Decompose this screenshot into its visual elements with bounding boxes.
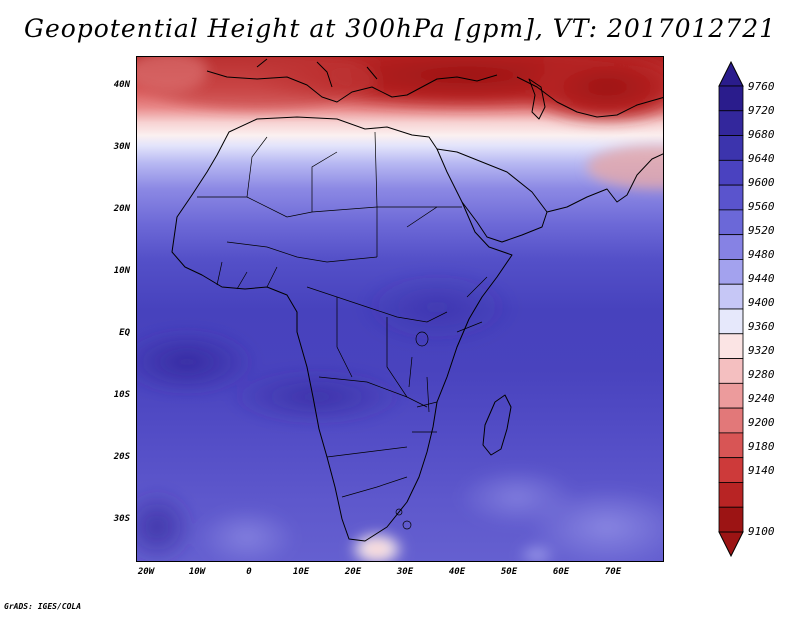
colorbar-box	[718, 184, 744, 211]
colorbar-box	[718, 407, 744, 434]
asia-coastline	[546, 153, 663, 213]
arabia-coastline	[436, 148, 548, 243]
lon-tick-label: 50E	[500, 567, 518, 577]
lon-tick-label: 10E	[292, 567, 310, 577]
colorbar-top-arrow	[718, 60, 744, 87]
colorbar-box	[718, 159, 744, 186]
colorbar-label: 9360	[748, 320, 775, 333]
colorbar-box	[718, 333, 744, 359]
lat-tick-label: 40N	[113, 80, 130, 90]
lon-tick-label: 20W	[137, 567, 155, 577]
ridge-shading	[137, 57, 663, 189]
lon-tick-label: 70E	[604, 567, 622, 577]
colorbar-box	[718, 259, 744, 285]
lon-tick-label: 30E	[396, 567, 414, 577]
europe-coastline-2	[256, 58, 378, 88]
colorbar-label: 9640	[748, 152, 775, 165]
colorbar-box	[718, 358, 744, 384]
colorbar-box	[718, 85, 744, 112]
colorbar-label: 9480	[748, 248, 775, 261]
colorbar-box	[718, 506, 744, 533]
map-field	[137, 57, 663, 561]
credit-text: GrADS: IGES/COLA	[4, 602, 82, 611]
lon-tick-label: 0	[246, 567, 252, 577]
colorbar-label: 9320	[748, 344, 775, 357]
lakes	[395, 331, 430, 530]
colorbar-label: 9760	[748, 80, 775, 93]
colorbar-label: 9180	[748, 440, 775, 453]
colorbar-label: 9280	[748, 368, 775, 381]
lon-tick-label: 60E	[552, 567, 570, 577]
colorbar-label: 9100	[748, 525, 775, 538]
colorbar-box	[718, 432, 744, 459]
colorbar-box	[718, 382, 744, 409]
colorbar-box	[718, 457, 744, 483]
colorbar-box	[718, 482, 744, 508]
colorbar-box	[718, 283, 744, 310]
colorbar-box	[718, 209, 744, 236]
lat-tick-label: 20S	[113, 452, 130, 462]
madagascar-coastline	[482, 394, 512, 456]
colorbar-box	[718, 308, 744, 335]
lat-tick-label: 20N	[113, 204, 130, 214]
coastlines	[171, 58, 663, 542]
colorbar-label: 9140	[748, 464, 775, 477]
lon-tick-label: 10W	[188, 567, 206, 577]
colorbar-label: 9520	[748, 224, 775, 237]
lon-tick-label: 20E	[344, 567, 362, 577]
country-borders	[197, 131, 488, 498]
colorbar	[718, 60, 744, 558]
lon-tick-label: 40E	[448, 567, 466, 577]
map-title: Geopotential Height at 300hPa [gpm], VT:…	[23, 14, 777, 43]
colorbar-label: 9200	[748, 416, 775, 429]
colorbar-box	[718, 110, 744, 136]
europe-coastline	[206, 70, 498, 103]
caspian-coastline	[528, 78, 546, 120]
lat-tick-label: EQ	[119, 328, 130, 338]
colorbar-bottom-arrow	[718, 531, 744, 558]
trough-shading	[137, 267, 663, 561]
lat-tick-label: 10N	[113, 266, 130, 276]
colorbar-label: 9560	[748, 200, 775, 213]
colorbar-box	[718, 234, 744, 260]
colorbar-box	[718, 135, 744, 161]
colorbar-label: 9240	[748, 392, 775, 405]
colorbar-label: 9720	[748, 104, 775, 117]
colorbar-label: 9600	[748, 176, 775, 189]
colorbar-label: 9440	[748, 272, 775, 285]
lat-tick-label: 30S	[113, 514, 130, 524]
colorbar-label: 9680	[748, 128, 775, 141]
map-panel	[136, 56, 664, 562]
lat-tick-label: 30N	[113, 142, 130, 152]
colorbar-boxes	[718, 85, 744, 533]
asia-coastline-2	[516, 76, 663, 118]
lat-tick-label: 10S	[113, 390, 130, 400]
africa-coastline	[171, 116, 513, 542]
colorbar-label: 9400	[748, 296, 775, 309]
